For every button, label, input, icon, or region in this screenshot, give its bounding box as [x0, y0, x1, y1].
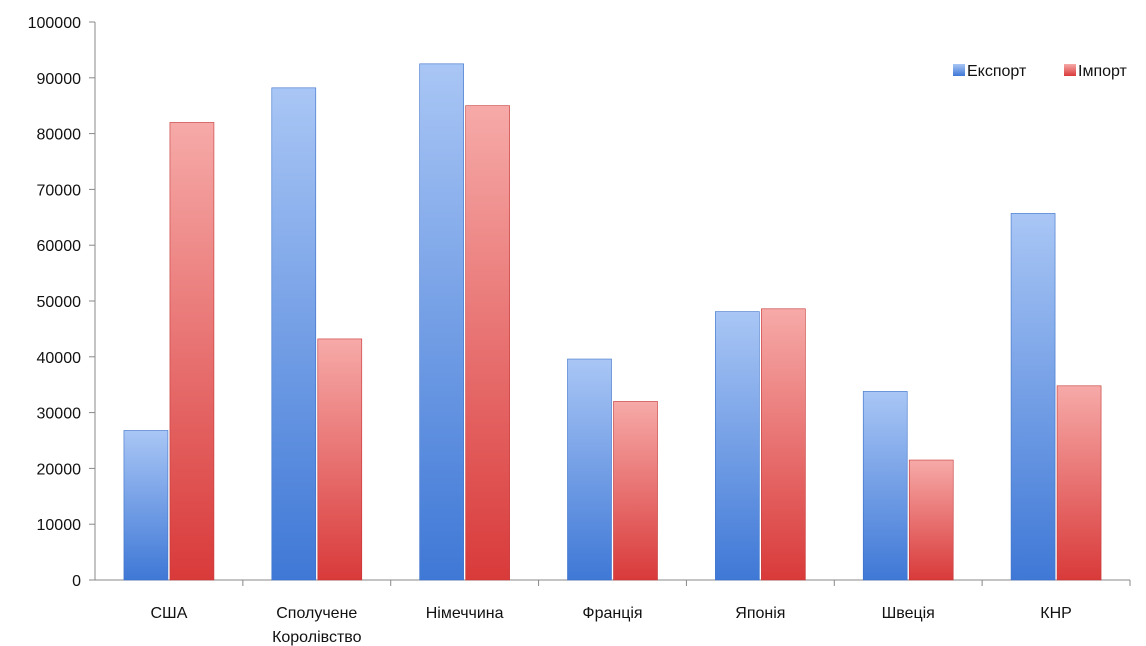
- bars-group: [123, 63, 1131, 586]
- x-category-label: Франція: [582, 605, 642, 622]
- export-bar: [419, 63, 464, 581]
- y-tick-label: 70000: [37, 182, 82, 199]
- legend-label: Експорт: [967, 63, 1027, 80]
- x-axis-labels: США Сполучене Королівство Німеччина Франція Я…: [150, 605, 1071, 646]
- x-category-label: Німеччина: [426, 605, 504, 622]
- legend-swatch: [953, 64, 965, 76]
- import-bar: [317, 338, 363, 581]
- y-tick-label: 50000: [37, 294, 82, 311]
- import-bar: [1056, 385, 1102, 581]
- y-axis-ticks: 0 10000 20000 30000 40000 50000 60000 70000 8000…: [28, 15, 95, 590]
- legend: Експорт Імпорт: [953, 63, 1128, 80]
- y-tick-label: 40000: [37, 350, 82, 367]
- x-category-label: Королівство: [272, 629, 362, 646]
- export-bar: [271, 87, 317, 581]
- import-bar: [761, 308, 806, 581]
- legend-label: Імпорт: [1078, 63, 1128, 80]
- import-bar: [465, 105, 510, 581]
- export-bar: [715, 311, 760, 581]
- y-tick-label: 30000: [37, 406, 82, 423]
- y-tick-label: 60000: [37, 238, 82, 255]
- import-bar: [169, 122, 215, 581]
- y-tick-label: 20000: [37, 461, 82, 478]
- import-bar: [613, 401, 658, 581]
- export-bar: [862, 391, 908, 581]
- export-bar: [567, 358, 612, 581]
- x-category-label: Швеція: [882, 605, 935, 622]
- legend-swatch: [1064, 64, 1076, 76]
- x-category-label: США: [150, 605, 187, 622]
- export-bar: [1010, 213, 1056, 581]
- x-category-label: Сполучене: [276, 605, 357, 622]
- y-tick-label: 10000: [37, 517, 82, 534]
- y-tick-label: 90000: [37, 71, 82, 88]
- export-bar: [123, 430, 169, 581]
- y-tick-label: 100000: [28, 15, 81, 32]
- y-tick-label: 80000: [37, 127, 82, 144]
- y-tick-label: 0: [72, 573, 81, 590]
- x-category-label: Японія: [735, 605, 785, 622]
- import-bar: [908, 459, 954, 581]
- x-category-label: КНР: [1040, 605, 1072, 622]
